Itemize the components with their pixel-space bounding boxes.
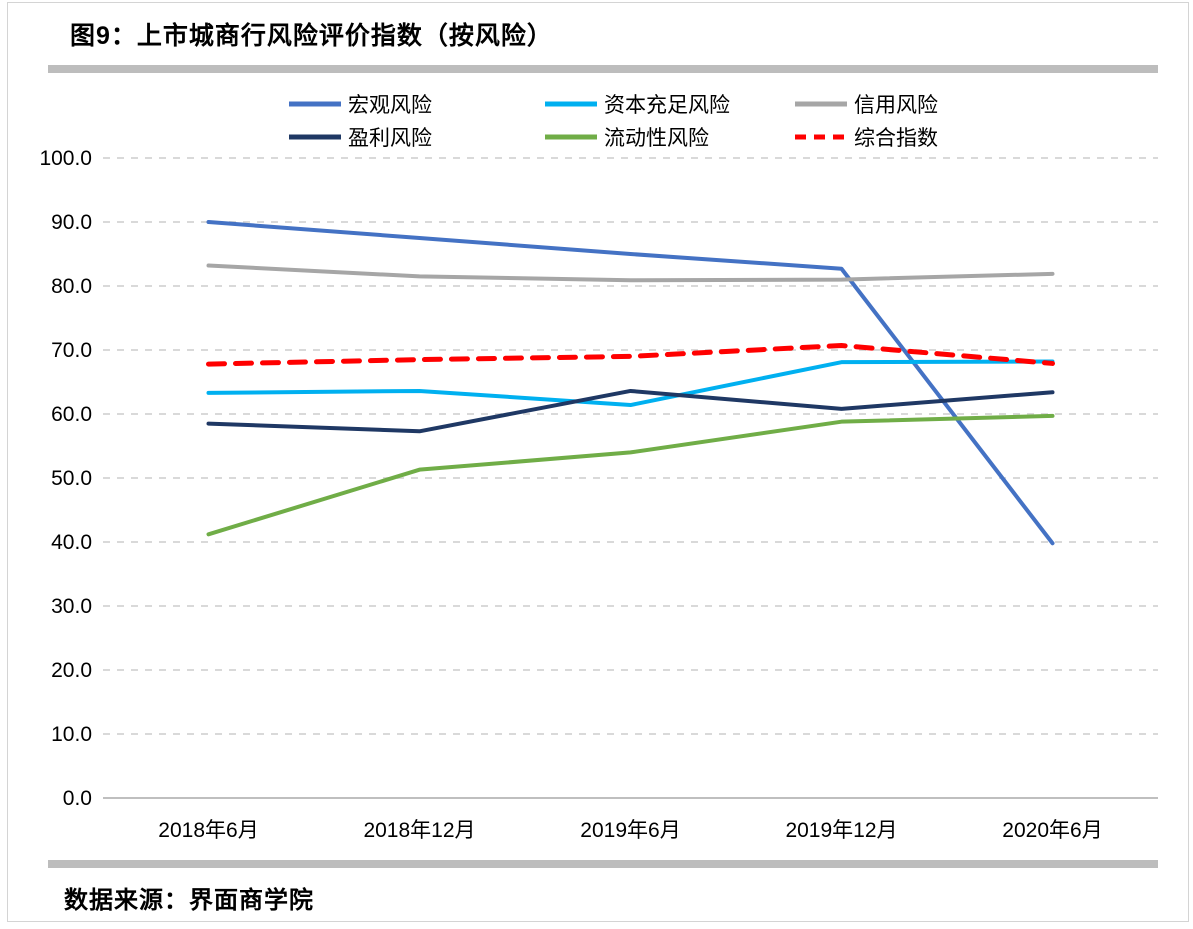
risk-index-line-chart: 0.0 10.0 20.0 30.0 40.0 50.0 60.0 70.0 80.0 90.0 1… (39, 147, 1158, 842)
chart-legend: 宏观风险 资本充足风险 信用风险盈利风险 流动性风险 综合指数 (288, 88, 938, 152)
legend-swatch-icon (795, 134, 847, 139)
y-axis-tick-label: 50.0 (51, 467, 92, 490)
chart-line-资本充足风险 (206, 359, 1055, 408)
y-axis-tick-label: 100.0 (39, 147, 92, 170)
legend-label: 流动性风险 (604, 126, 709, 150)
x-axis-tick-label: 2020年6月 (1002, 819, 1102, 842)
y-axis-tick-label: 40.0 (51, 531, 92, 554)
legend-swatch-icon (289, 134, 341, 139)
bottom-divider-bar (48, 860, 1158, 868)
legend-label: 综合指数 (854, 126, 938, 150)
y-axis-tick-label: 80.0 (51, 275, 92, 298)
legend-label: 资本充足风险 (604, 93, 730, 117)
legend-item: 信用风险 (794, 88, 938, 119)
x-axis-tick-label: 2018年12月 (363, 819, 475, 842)
top-divider-bar (48, 65, 1158, 73)
legend-swatch-icon (795, 101, 847, 106)
y-axis-tick-label: 30.0 (51, 595, 92, 618)
chart-title: 图9：上市城商行风险评价指数（按风险） (70, 22, 553, 50)
x-axis-tick-label: 2018年6月 (158, 819, 258, 842)
plot-area: 0.0 10.0 20.0 30.0 40.0 50.0 60.0 70.0 80.0 90.0 1… (0, 140, 1193, 852)
x-axis-tick-label: 2019年6月 (580, 819, 680, 842)
legend-swatch-icon (545, 101, 597, 106)
legend-item: 流动性风险 (544, 121, 794, 152)
legend-label: 信用风险 (854, 93, 938, 117)
legend-item: 盈利风险 (288, 121, 544, 152)
legend-swatch-icon (289, 101, 341, 106)
legend-label: 盈利风险 (348, 126, 432, 150)
y-axis-tick-label: 90.0 (51, 211, 92, 234)
legend-item: 宏观风险 (288, 88, 544, 119)
y-axis-tick-label: 70.0 (51, 339, 92, 362)
legend-item: 资本充足风险 (544, 88, 794, 119)
chart-line-流动性风险 (206, 413, 1055, 537)
chart-line-信用风险 (206, 263, 1055, 283)
y-axis-tick-label: 10.0 (51, 723, 92, 746)
y-axis-tick-label: 0.0 (63, 787, 92, 810)
legend-swatch-icon (545, 134, 597, 139)
chart-line-盈利风险 (206, 388, 1055, 434)
y-axis-tick-label: 20.0 (51, 659, 92, 682)
y-axis-tick-label: 60.0 (51, 403, 92, 426)
x-axis-tick-label: 2019年12月 (785, 819, 897, 842)
legend-label: 宏观风险 (348, 93, 432, 117)
chart-line-综合指数 (206, 343, 1055, 367)
legend-item: 综合指数 (794, 121, 938, 152)
data-source-text: 数据来源：界面商学院 (64, 887, 314, 914)
